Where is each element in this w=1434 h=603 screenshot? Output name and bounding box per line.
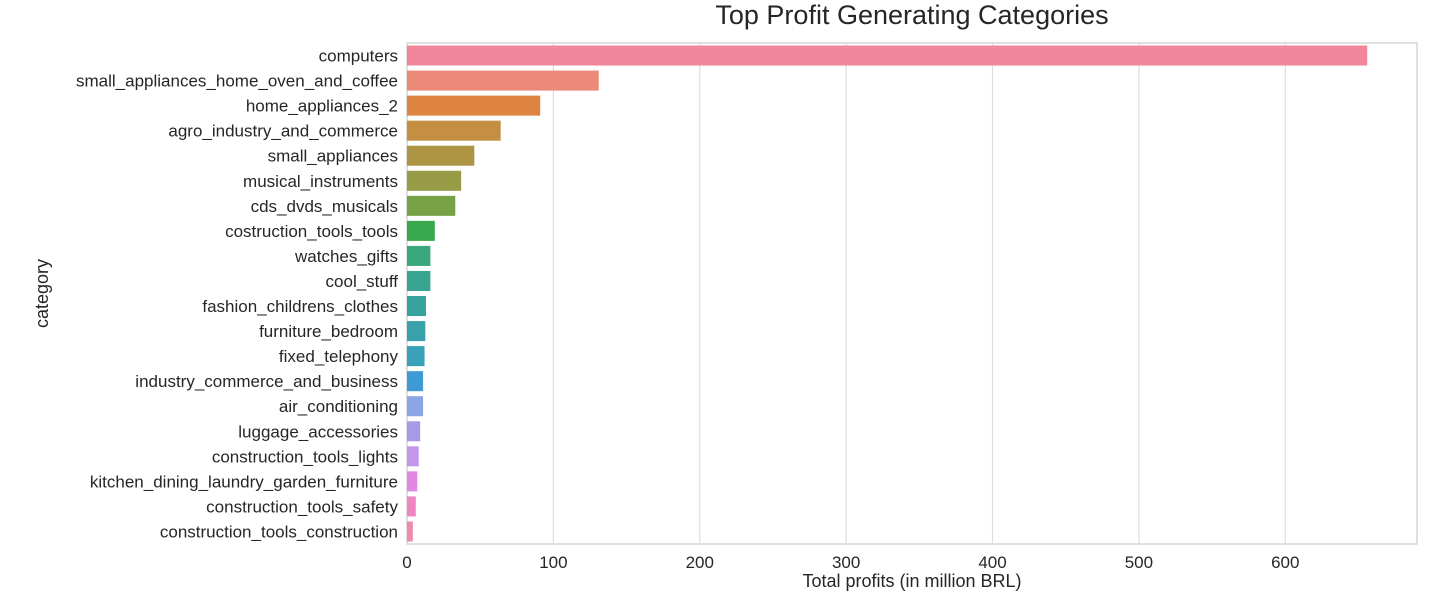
x-tick-label: 0 <box>402 553 411 572</box>
chart-title: Top Profit Generating Categories <box>715 0 1108 30</box>
x-tick-labels: 0 100 200 300 400 500 600 <box>402 553 1299 572</box>
y-tick-label: agro_industry_and_commerce <box>168 122 398 141</box>
y-tick-label: kitchen_dining_laundry_garden_furniture <box>90 472 398 491</box>
plot-frame <box>406 42 1418 545</box>
y-tick-label: fashion_childrens_clothes <box>202 297 398 316</box>
bars <box>407 45 1368 542</box>
bar <box>407 195 456 216</box>
bar <box>407 95 541 116</box>
y-tick-label: cool_stuff <box>326 272 399 291</box>
bar <box>407 371 424 392</box>
bar <box>407 446 419 467</box>
bar <box>407 521 413 542</box>
y-tick-label: luggage_accessories <box>238 422 398 441</box>
y-tick-label: fixed_telephony <box>279 347 399 366</box>
bar <box>407 496 416 517</box>
y-tick-label: air_conditioning <box>279 397 398 416</box>
x-tick-label: 500 <box>1125 553 1153 572</box>
x-tick-label: 400 <box>978 553 1006 572</box>
bar <box>407 120 501 141</box>
y-tick-label: construction_tools_lights <box>212 447 398 466</box>
bar <box>407 396 424 417</box>
y-axis-label: category <box>32 259 52 328</box>
x-tick-label: 100 <box>539 553 567 572</box>
x-tick-label: 600 <box>1271 553 1299 572</box>
bar <box>407 421 421 442</box>
bar <box>407 245 431 266</box>
gridlines <box>552 43 1286 544</box>
y-tick-label: costruction_tools_tools <box>225 222 398 241</box>
y-tick-label: construction_tools_safety <box>206 497 398 516</box>
bar <box>407 45 1368 66</box>
bar <box>407 296 427 317</box>
y-tick-label: musical_instruments <box>243 172 398 191</box>
x-tick-label: 300 <box>832 553 860 572</box>
y-tick-labels: computers small_appliances_home_oven_and_… <box>76 47 398 542</box>
bar <box>407 145 475 166</box>
y-tick-label: cds_dvds_musicals <box>251 197 398 216</box>
y-tick-label: small_appliances <box>268 147 398 166</box>
bar <box>407 270 431 291</box>
x-axis-label: Total profits (in million BRL) <box>802 571 1021 591</box>
y-tick-label: small_appliances_home_oven_and_coffee <box>76 72 398 91</box>
y-tick-label: furniture_bedroom <box>259 322 398 341</box>
bar <box>407 70 599 91</box>
bar <box>407 321 426 342</box>
bar <box>407 220 435 241</box>
y-tick-label: construction_tools_construction <box>160 522 398 541</box>
y-tick-label: watches_gifts <box>294 247 398 266</box>
y-tick-label: industry_commerce_and_business <box>135 372 398 391</box>
bar <box>407 170 462 191</box>
bar <box>407 346 425 367</box>
x-tick-label: 200 <box>686 553 714 572</box>
bar <box>407 471 418 492</box>
y-tick-label: computers <box>319 47 398 66</box>
y-tick-label: home_appliances_2 <box>246 97 398 116</box>
